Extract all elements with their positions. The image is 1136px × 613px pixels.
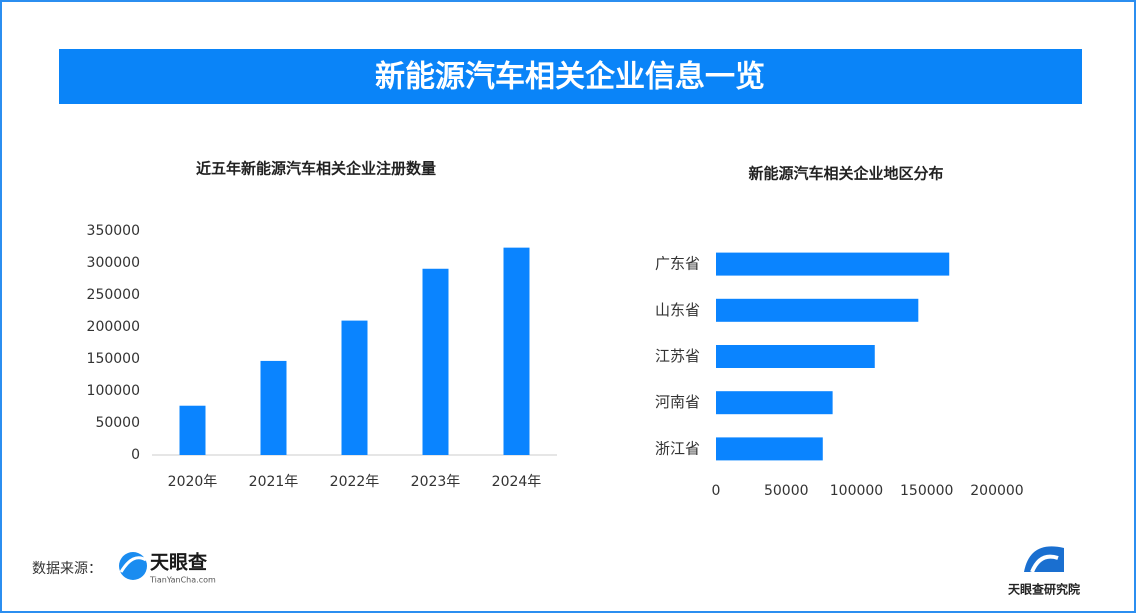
y-tick-label: 300000 [87, 255, 140, 271]
bar [716, 391, 833, 415]
institute-text: 天眼查研究院 [1008, 582, 1080, 597]
page-title: 新能源汽车相关企业信息一览 [375, 60, 765, 95]
x-tick-label: 2020年 [168, 474, 218, 490]
bar [341, 320, 368, 455]
bar [179, 405, 206, 455]
y-tick-label: 河南省 [655, 393, 700, 411]
y-tick-label: 200000 [87, 319, 140, 335]
source-label: 数据来源： [32, 561, 102, 577]
institute-icon [1024, 546, 1064, 573]
y-tick-label: 350000 [87, 223, 140, 239]
chart-title: 新能源汽车相关企业地区分布 [748, 165, 943, 183]
x-tick-label: 100000 [830, 483, 883, 499]
logo-url: TianYanCha.com [149, 576, 216, 585]
logo-icon [119, 552, 147, 580]
x-tick-label: 0 [712, 483, 721, 499]
bar [716, 252, 950, 276]
x-tick-label: 50000 [764, 483, 809, 499]
x-tick-label: 2021年 [249, 474, 299, 490]
bar [716, 437, 823, 461]
bar [716, 298, 919, 322]
y-tick-label: 100000 [87, 383, 140, 399]
x-tick-label: 150000 [900, 483, 953, 499]
bar [503, 247, 530, 455]
y-tick-label: 50000 [95, 415, 140, 431]
chart-title: 近五年新能源汽车相关企业注册数量 [196, 160, 436, 178]
bar [422, 268, 449, 455]
y-tick-label: 广东省 [655, 255, 700, 273]
bar [716, 345, 875, 368]
x-tick-label: 2024年 [492, 474, 542, 490]
title-bar [59, 49, 1082, 104]
y-tick-label: 江苏省 [655, 347, 700, 365]
x-tick-label: 2022年 [330, 474, 380, 490]
y-tick-label: 山东省 [655, 301, 700, 319]
y-tick-label: 150000 [87, 351, 140, 367]
x-tick-label: 2023年 [411, 474, 461, 490]
logo-text: 天眼查 [150, 551, 208, 574]
y-tick-label: 浙江省 [655, 439, 700, 457]
y-tick-label: 0 [131, 447, 140, 463]
y-tick-label: 250000 [87, 287, 140, 303]
bar [260, 360, 287, 455]
x-tick-label: 200000 [970, 483, 1023, 499]
